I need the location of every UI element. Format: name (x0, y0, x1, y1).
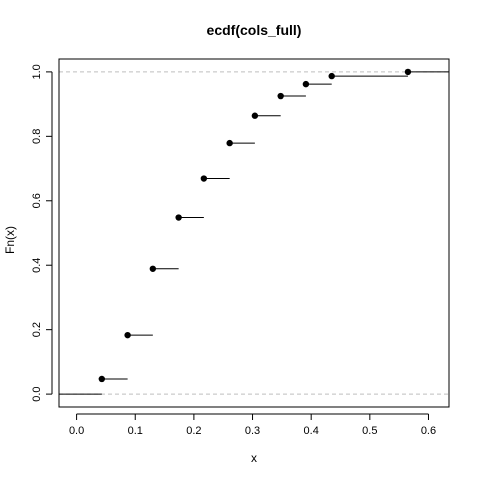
x-tick-label-2: 0.2 (186, 425, 201, 437)
y-tick-label-4: 0.8 (31, 129, 43, 144)
x-axis: 0.0 0.1 0.2 0.3 0.4 0.5 0.6 (69, 413, 436, 437)
chart-title: ecdf(cols_full) (207, 22, 302, 38)
x-tick-label-5: 0.5 (362, 425, 377, 437)
x-tick-label-4: 0.4 (304, 425, 319, 437)
x-axis-label: x (251, 451, 257, 465)
x-tick-label-1: 0.1 (128, 425, 143, 437)
y-tick-label-3: 0.6 (31, 193, 43, 208)
y-tick-label-5: 1.0 (31, 64, 43, 79)
step-segments (59, 71, 449, 395)
step-point-8 (302, 80, 310, 88)
step-point-0 (98, 375, 106, 383)
step-point-10 (404, 68, 412, 76)
reference-lines (59, 71, 449, 395)
step-point-2 (149, 265, 157, 272)
y-tick-label-2: 0.4 (31, 258, 43, 273)
step-point-3 (175, 214, 182, 221)
step-point-6 (251, 112, 259, 119)
step-points (98, 68, 412, 383)
step-point-1 (124, 331, 131, 339)
step-point-4 (200, 175, 208, 182)
plot-frame (58, 58, 450, 408)
step-point-7 (277, 92, 284, 100)
y-tick-label-1: 0.2 (31, 322, 43, 337)
y-tick-label-0: 0.0 (31, 386, 43, 401)
x-tick-label-6: 0.6 (421, 425, 436, 437)
x-tick-label-3: 0.3 (245, 425, 260, 437)
step-point-9 (328, 72, 335, 80)
x-tick-label-0: 0.0 (69, 425, 84, 437)
step-point-5 (226, 139, 233, 147)
y-axis: 0.0 0.2 0.4 0.6 0.8 1.0 (31, 64, 53, 402)
y-axis-label: Fn(x) (3, 226, 17, 254)
